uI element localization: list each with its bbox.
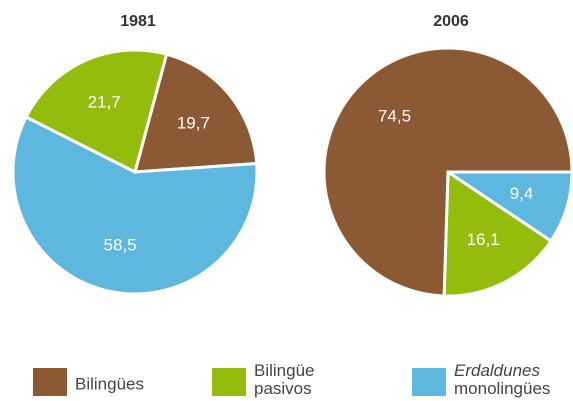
value-label: 9,4: [510, 184, 534, 203]
chart-title: 2006: [433, 13, 469, 30]
legend-line: monolingües: [454, 379, 550, 398]
pie-slice: [133, 52, 259, 174]
chart-title: 1981: [120, 13, 156, 30]
pie-slice: [442, 169, 554, 298]
legend-label: Bilingües: [75, 374, 144, 393]
value-label: 16,1: [467, 230, 500, 249]
legend-line: Bilingüe: [254, 361, 315, 380]
pie-slice: [322, 46, 573, 298]
value-label: 21,7: [88, 92, 121, 111]
value-label: 74,5: [378, 106, 411, 125]
legend-swatch: [412, 368, 446, 396]
legend-swatch: [33, 368, 67, 396]
legend-line: pasivos: [254, 379, 312, 398]
legend-label: Erdaldunes monolingües: [454, 361, 550, 398]
legend-label: Bilingüe pasivos: [254, 361, 315, 398]
legend-line: Erdaldunes: [454, 361, 541, 380]
pie-slice: [24, 48, 169, 175]
legend-swatch: [212, 368, 246, 396]
value-label: 58,5: [104, 236, 137, 255]
pie-slice: [11, 114, 259, 296]
value-label: 19,7: [177, 113, 210, 132]
